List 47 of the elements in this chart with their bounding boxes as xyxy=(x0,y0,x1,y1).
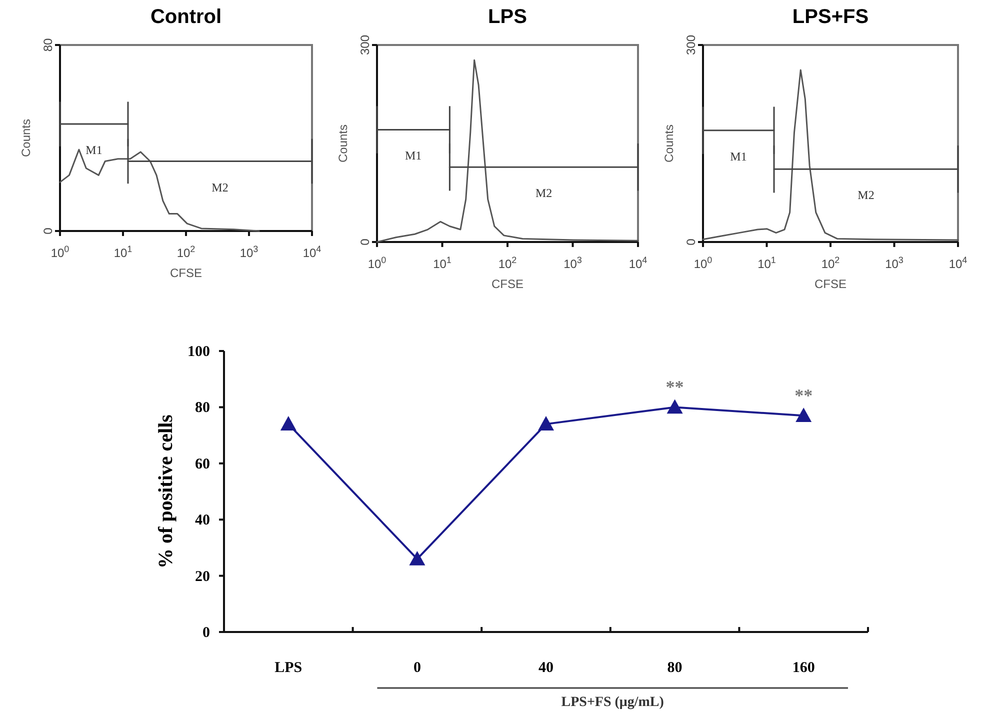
y-tick-label: 80 xyxy=(195,400,210,416)
x-tick-label: 40 xyxy=(538,660,554,676)
x-tick-label: 80 xyxy=(667,660,682,676)
y-tick-label: 40 xyxy=(195,512,210,529)
x-tick-label: 10$^{3}$ xyxy=(240,244,258,260)
y-axis-title: Counts xyxy=(336,124,350,163)
series-label: M2 xyxy=(536,186,552,200)
y-axis-title: Counts xyxy=(19,118,33,158)
series-label: M1 xyxy=(86,143,102,158)
x-tick-label: 10$^{4}$ xyxy=(628,255,648,271)
annotation: ** xyxy=(794,386,813,406)
x-tick-label: 10$^{0}$ xyxy=(50,244,70,260)
y-tick-label: 0 xyxy=(202,625,210,641)
x-tick-label: 10$^{4}$ xyxy=(948,255,968,271)
x-tick-label: 10$^{3}$ xyxy=(564,255,582,271)
chart-title: LPS+FS xyxy=(792,6,869,28)
x-tick-label: 10$^{4}$ xyxy=(302,244,322,260)
y-tick-label: 300 xyxy=(684,34,698,56)
y-tick-label: 300 xyxy=(358,34,372,56)
x-tick-label: 0 xyxy=(413,660,421,676)
x-axis-title: CFSE xyxy=(814,277,847,291)
series-label: M2 xyxy=(212,180,228,194)
series-label: M1 xyxy=(730,149,747,164)
x-tick-label: 160 xyxy=(792,660,815,676)
chart-title: Control xyxy=(150,6,222,28)
x-axis-title: CFSE xyxy=(170,266,202,280)
x-tick-label: 10$^{1}$ xyxy=(758,255,776,271)
annotation: ** xyxy=(666,377,684,398)
y-tick-label: 20 xyxy=(195,568,210,585)
series-label: M1 xyxy=(405,148,422,163)
x-tick-label: 10$^{2}$ xyxy=(498,255,517,271)
chart-title: LPS xyxy=(488,6,527,28)
x-tick-label: 10$^{3}$ xyxy=(885,255,904,271)
x-tick-label: LPS xyxy=(274,660,302,676)
y-axis-title: % of positive cells xyxy=(155,414,177,568)
x-axis-title: CFSE xyxy=(491,277,524,291)
x-tick-label: 10$^{0}$ xyxy=(694,255,712,271)
x-tick-label: 10$^{2}$ xyxy=(821,255,840,271)
x-tick-label: 10$^{1}$ xyxy=(433,255,452,271)
y-axis-title: Counts xyxy=(662,124,676,163)
y-tick-label: 60 xyxy=(195,456,210,472)
x-tick-label: 10$^{2}$ xyxy=(176,244,196,260)
x-tick-label: 10$^{1}$ xyxy=(114,244,132,260)
series-label: M2 xyxy=(858,188,874,202)
x-axis-title: LPS+FS (μg/mL) xyxy=(561,695,664,710)
y-tick-label: 100 xyxy=(188,344,210,360)
x-tick-label: 10$^{0}$ xyxy=(368,255,386,271)
